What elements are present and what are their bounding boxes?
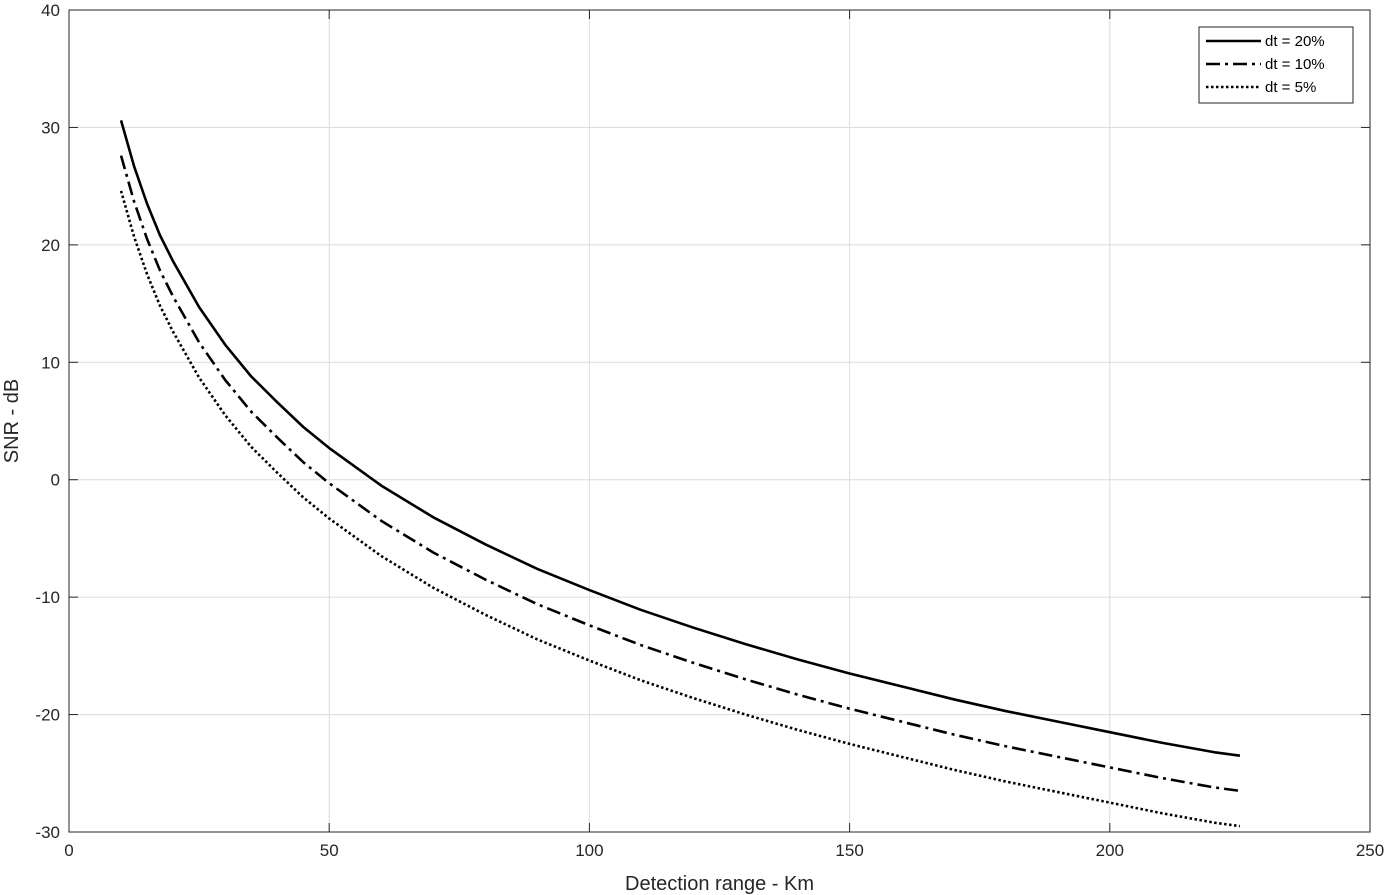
legend-box [1198,26,1354,104]
y-tick-label: -10 [35,588,60,607]
y-tick-label: 0 [51,471,60,490]
series-lines [119,120,1241,828]
plot-area [69,10,1370,832]
series-line-3 [119,190,1241,828]
legend-label-1: dt = 20% [1265,33,1325,50]
x-tick-label: 250 [1356,841,1384,860]
y-tick-label: 40 [41,1,60,20]
x-axis-label: Detection range - Km [625,873,814,895]
plot-frame [68,9,1371,833]
x-tick-label: 100 [575,841,603,860]
x-tick-label: 150 [835,841,863,860]
x-tick-label: 0 [64,841,73,860]
x-tick-label: 50 [320,841,339,860]
y-tick-label: 30 [41,118,60,137]
y-tick-label: -30 [35,823,60,842]
y-tick-label: 10 [41,353,60,372]
y-tick-label: 20 [41,236,60,255]
y-axis-label: SNR - dB [1,379,23,463]
y-tick-labels: -30 -20 -10 0 10 20 30 40 [35,1,60,842]
series-line-2 [119,155,1241,793]
y-tick-label: -20 [35,706,60,725]
legend-label-3: dt = 5% [1265,79,1316,96]
legend: dt = 20% dt = 10% dt = 5% [1198,26,1354,104]
x-tick-label: 200 [1096,841,1124,860]
legend-label-2: dt = 10% [1265,56,1325,73]
series-line-1 [119,120,1241,757]
x-tick-labels: 0 50 100 150 200 250 [64,841,1384,860]
